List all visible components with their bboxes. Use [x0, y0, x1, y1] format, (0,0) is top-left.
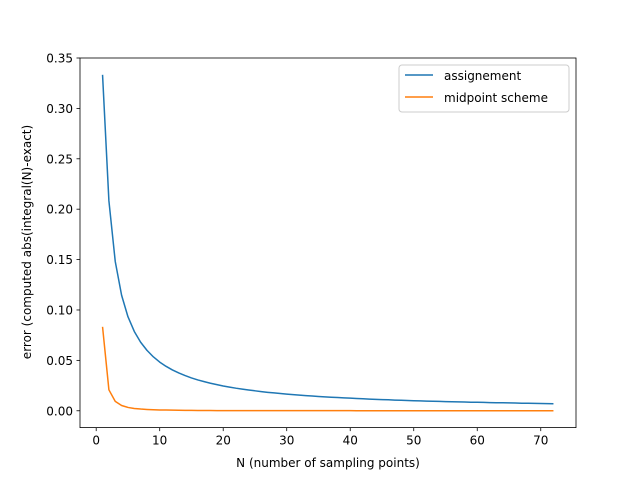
x-tick-label: 20 — [216, 434, 231, 448]
legend-box — [398, 64, 570, 113]
x-tick-label: 30 — [279, 434, 294, 448]
plot-layer — [101, 74, 554, 412]
y-tick-label: 0.35 — [46, 52, 73, 66]
x-tick-label: 70 — [533, 434, 548, 448]
x-axis-label: N (number of sampling points) — [236, 456, 420, 470]
y-tick-label: 0.15 — [46, 253, 73, 267]
x-tick-label: 60 — [470, 434, 485, 448]
legend: assignement midpoint scheme — [398, 64, 570, 113]
tick-layer: 0 10 20 30 40 50 60 70 0.00 0.05 0.10 0.15 0.20 0.25 0… — [46, 52, 548, 448]
y-tick-label: 0.20 — [46, 203, 73, 217]
y-tick-label: 0.10 — [46, 303, 73, 317]
y-tick-label: 0.25 — [46, 152, 73, 166]
x-tick-label: 50 — [406, 434, 421, 448]
legend-label-midpoint: midpoint scheme — [444, 91, 548, 105]
y-tick-label: 0.00 — [46, 404, 73, 418]
legend-label-assignement: assignement — [444, 69, 521, 83]
plot-frame — [79, 57, 577, 429]
series-line-midpoint-scheme — [101, 326, 554, 412]
x-tick-label: 10 — [152, 434, 167, 448]
x-tick-label: 40 — [343, 434, 358, 448]
y-tick-label: 0.05 — [46, 354, 73, 368]
series-line-assignement — [101, 74, 554, 405]
x-tick-label: 0 — [92, 434, 100, 448]
y-tick-label: 0.30 — [46, 102, 73, 116]
y-axis-label: error (computed abs(integral(N)-exact) — [20, 125, 34, 359]
